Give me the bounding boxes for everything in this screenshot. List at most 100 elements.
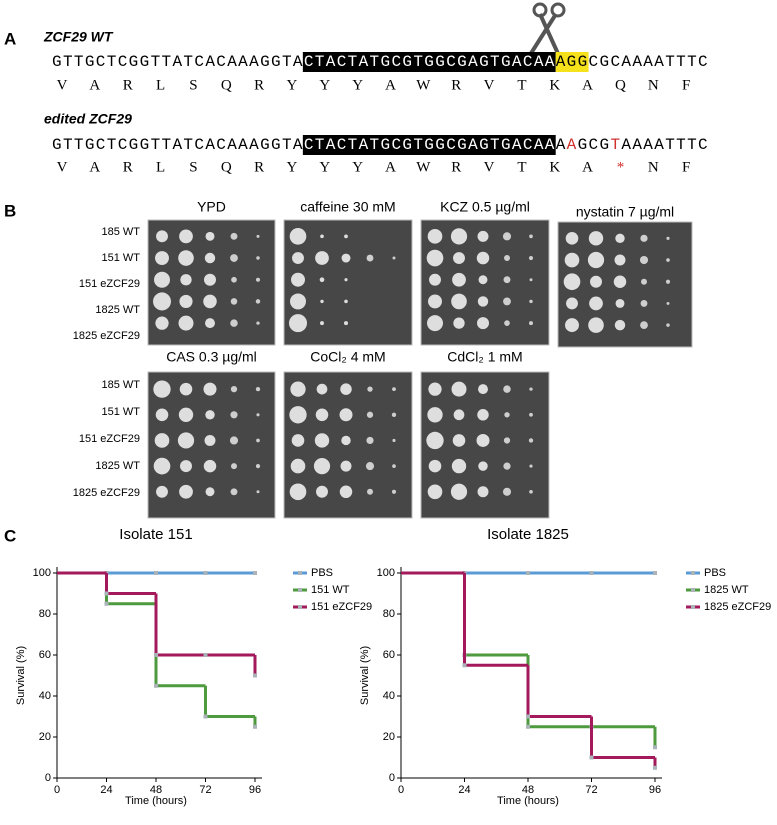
legend-marker	[691, 588, 695, 592]
point-marker	[104, 591, 109, 596]
colony	[179, 294, 193, 309]
y-tick-label: 20	[39, 731, 51, 743]
colony	[614, 319, 626, 331]
legend-label: PBS	[311, 567, 333, 579]
colony	[316, 383, 328, 395]
colony	[365, 462, 375, 471]
colony	[230, 254, 238, 262]
row-label: 151 eZCF29	[79, 278, 140, 290]
y-tick-label: 80	[39, 608, 51, 620]
x-tick-label: 24	[100, 784, 112, 796]
colony	[565, 232, 579, 245]
colony	[640, 321, 648, 330]
colony	[256, 490, 260, 494]
colony	[566, 297, 578, 310]
colony	[451, 458, 467, 474]
colony	[290, 458, 306, 474]
colony	[291, 434, 305, 447]
chart-title: Isolate 151	[119, 526, 192, 543]
colony	[451, 381, 467, 397]
colony	[339, 485, 353, 499]
colony	[316, 485, 328, 498]
legend-marker	[691, 605, 695, 609]
protospacer-highlight	[302, 135, 556, 155]
colony	[477, 409, 489, 421]
amino-acid: Q	[615, 77, 626, 93]
colony	[666, 323, 670, 327]
colony	[450, 483, 468, 500]
amino-acid: Q	[221, 159, 232, 175]
amino-acid: *	[617, 159, 625, 175]
amino-acid: R	[123, 159, 133, 175]
colony	[343, 321, 349, 326]
colony	[528, 255, 534, 261]
colony	[502, 487, 512, 496]
colony	[426, 249, 444, 267]
x-tick-label: 48	[150, 784, 162, 796]
amino-acid: W	[416, 159, 431, 175]
colony	[366, 254, 374, 262]
point-marker	[653, 765, 657, 770]
colony	[256, 438, 260, 443]
colony	[156, 485, 168, 498]
x-axis-label: Time (hours)	[125, 795, 187, 807]
sequence-segment: T	[610, 136, 621, 154]
colony	[427, 407, 443, 423]
colony	[315, 408, 329, 422]
colony	[666, 258, 670, 262]
colony	[153, 457, 171, 475]
colony	[502, 232, 512, 241]
colony	[155, 408, 169, 422]
y-tick-label: 100	[33, 567, 51, 579]
colony	[503, 385, 511, 393]
colony	[255, 299, 261, 304]
colony	[428, 459, 442, 473]
point-marker	[653, 571, 657, 575]
amino-acid: R	[451, 159, 461, 175]
x-axis-label: Time (hours)	[497, 795, 559, 807]
colony	[452, 272, 466, 287]
colony	[178, 250, 194, 266]
colony	[256, 413, 260, 417]
colony	[565, 318, 579, 333]
colony	[255, 386, 261, 392]
colony	[203, 294, 217, 309]
colony	[477, 317, 489, 330]
row-label: 1825 eZCF29	[73, 487, 140, 499]
amino-acid: S	[189, 77, 197, 93]
colony	[640, 299, 648, 307]
amino-acid: A	[582, 159, 593, 175]
legend-label: 1825 eZCF29	[704, 601, 771, 613]
sequence-segment: GTTGCTCGGTTATCACAAAGGTA	[52, 136, 304, 154]
colony	[289, 406, 307, 424]
colony	[313, 458, 331, 475]
pam-highlight	[555, 52, 589, 72]
colony	[179, 229, 193, 244]
colony	[154, 271, 170, 288]
amino-acid: R	[451, 77, 461, 93]
row-label: 1825 WT	[95, 304, 140, 316]
amino-acid: R	[254, 77, 264, 93]
sequence-segment: CTACTATGCGTGGCGAGTGACAA	[304, 53, 556, 71]
amino-acid: Y	[319, 77, 330, 93]
amino-acid: A	[582, 77, 593, 93]
colony	[528, 438, 534, 443]
x-tick-label: 0	[54, 784, 60, 796]
amino-acid: V	[484, 159, 495, 175]
sequence-segment: GCG	[578, 136, 611, 154]
legend-marker	[298, 605, 302, 609]
legend-label: 151 eZCF29	[311, 601, 372, 613]
colony	[153, 380, 171, 398]
x-tick-label: 96	[249, 784, 261, 796]
colony	[476, 251, 490, 265]
colony	[289, 228, 307, 245]
y-axis-label: Survival (%)	[15, 646, 27, 705]
colony	[205, 318, 215, 329]
colony	[427, 315, 443, 332]
colony	[179, 382, 193, 396]
colony	[666, 301, 670, 305]
legend-label: 151 WT	[311, 584, 350, 596]
amino-acid: A	[385, 159, 396, 175]
amino-acid: F	[682, 77, 690, 93]
